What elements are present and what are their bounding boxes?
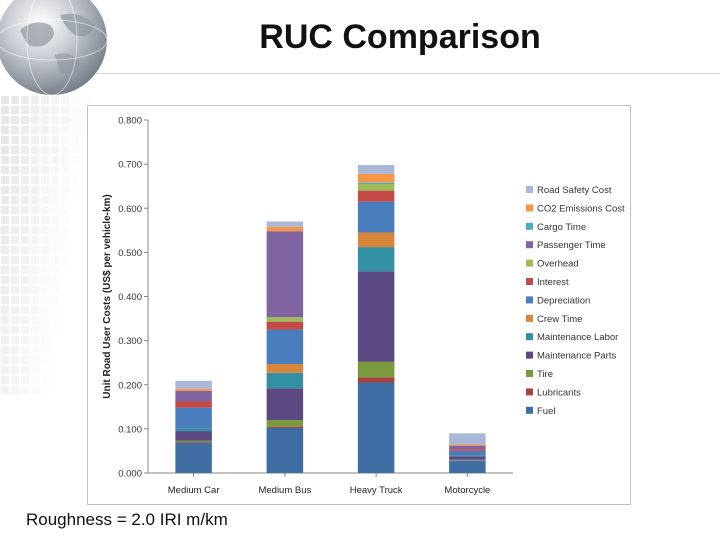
bar-segment-fuel-medium-bus [266,427,304,473]
legend-swatch-tire [526,370,533,377]
bar-segment-maintenance-parts-motorcycle [449,456,486,460]
bar-segment-co2-emissions-cost-heavy-truck [357,173,395,183]
legend-label: Lubricants [537,387,581,398]
legend-label: Maintenance Labor [537,332,618,343]
y-tick-label: 0.600 [118,204,142,215]
legend-swatch-lubricants [526,388,533,396]
bar-segment-passenger-time-motorcycle [449,445,486,450]
legend-label: Tire [537,369,553,380]
bar-segment-maintenance-parts-heavy-truck [357,271,395,362]
y-axis-title: Unit Road User Costs (US$ per vehicle-km… [102,194,113,399]
bar-segment-co2-emissions-cost-medium-car [175,388,212,391]
y-tick-label: 0.000 [118,469,142,480]
roughness-footnote: Roughness = 2.0 IRI m/km [26,510,228,529]
legend-label: Interest [537,277,569,288]
bar-segment-overhead-heavy-truck [357,183,395,191]
y-tick-label: 0.400 [118,292,142,303]
bar-segment-cargo-time-heavy-truck [357,182,395,184]
bar-segment-crew-time-heavy-truck [357,232,395,248]
bar-segment-lubricants-medium-car [175,442,212,443]
legend-swatch-depreciation [526,296,533,304]
bar-segment-maintenance-labor-medium-bus [266,372,304,389]
legend-swatch-maintenance-labor [526,333,533,341]
y-tick-label: 0.700 [118,160,142,171]
bar-segment-fuel-heavy-truck [357,382,395,473]
bar-segment-depreciation-heavy-truck [357,201,395,233]
legend-swatch-road-safety-cost [526,186,533,193]
legend-label: Depreciation [537,295,590,306]
y-tick-label: 0.800 [118,116,142,127]
legend-swatch-co2-emissions-cost [526,204,533,212]
bar-segment-passenger-time-medium-bus [266,231,304,318]
bar-segment-maintenance-labor-motorcycle [449,455,486,457]
legend-label: Crew Time [537,314,582,325]
bar-segment-road-safety-cost-medium-bus [266,221,304,227]
legend-swatch-maintenance-parts [526,351,533,359]
legend-label: Fuel [537,406,555,417]
title-divider [95,73,720,74]
bar-segment-depreciation-medium-bus [266,329,304,365]
legend-swatch-cargo-time [526,222,533,230]
bar-segment-tire-medium-car [175,440,212,443]
bar-segment-lubricants-heavy-truck [357,377,395,383]
bar-segment-lubricants-medium-bus [266,426,304,428]
bar-segment-maintenance-labor-heavy-truck [357,247,395,272]
legend-label: Passenger Time [537,240,606,251]
globe-icon [0,0,108,96]
bar-segment-tire-heavy-truck [357,361,395,378]
x-tick-label: Motorcycle [444,485,490,496]
legend-swatch-passenger-time [526,241,533,249]
legend-swatch-fuel [526,406,533,414]
bar-segment-depreciation-medium-car [175,407,212,429]
x-tick-label: Heavy Truck [350,485,403,496]
x-tick-label: Medium Car [168,485,220,496]
bar-segment-road-safety-cost-heavy-truck [357,165,395,174]
bar-segment-co2-emissions-cost-medium-bus [266,226,304,232]
bar-segment-maintenance-parts-medium-bus [266,388,304,421]
bar-segment-maintenance-parts-medium-car [175,431,212,441]
y-tick-label: 0.100 [118,424,142,435]
legend-label: Maintenance Parts [537,351,616,362]
x-tick-label: Medium Bus [258,485,311,496]
y-tick-label: 0.500 [118,248,142,259]
bar-segment-passenger-time-medium-car [175,390,212,402]
bar-segment-fuel-medium-car [175,442,212,473]
legend-label: CO2 Emissions Cost [537,203,625,214]
bar-segment-crew-time-medium-bus [266,364,304,373]
bar-segment-road-safety-cost-medium-car [175,380,212,389]
bar-segment-maintenance-labor-medium-car [175,428,212,432]
bar-segment-interest-motorcycle [449,449,486,451]
legend-label: Overhead [537,259,579,270]
y-tick-label: 0.300 [118,336,142,347]
bar-segment-depreciation-motorcycle [449,450,486,456]
legend-swatch-overhead [526,259,533,267]
bar-segment-road-safety-cost-motorcycle [449,433,486,445]
legend-label: Road Safety Cost [537,185,612,196]
grid-pattern-decoration [1,96,89,394]
y-tick-label: 0.200 [118,380,142,391]
bar-segment-overhead-medium-bus [266,317,304,322]
page-title: RUC Comparison [259,18,541,56]
bar-segment-fuel-motorcycle [449,460,486,473]
stacked-bar-chart: 0.000 0.100 0.200 0.300 0.400 0.500 0.600 0.700… [102,116,625,497]
legend-label: Cargo Time [537,222,586,233]
bar-segment-interest-medium-bus [266,321,304,330]
bar-segment-tire-medium-bus [266,420,304,427]
bar-segment-interest-medium-car [175,401,212,408]
legend-swatch-interest [526,278,533,285]
bar-segment-interest-heavy-truck [357,190,395,202]
legend-swatch-crew-time [526,314,533,322]
bar-segment-co2-emissions-cost-motorcycle [449,444,486,446]
chart-frame: 0.000 0.100 0.200 0.300 0.400 0.500 0.600 0.700… [87,105,631,505]
